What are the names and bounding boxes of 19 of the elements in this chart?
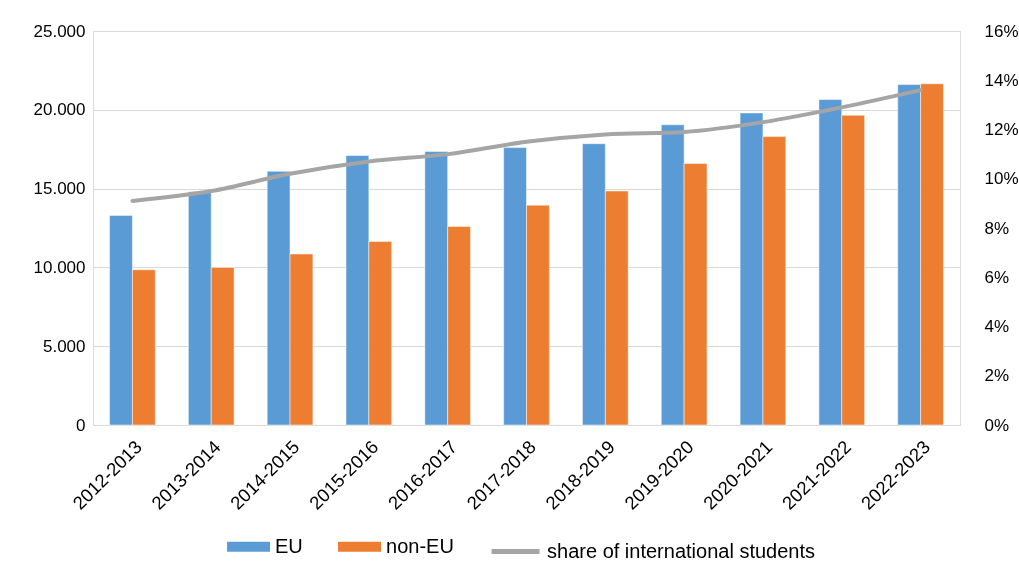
y2-tick-label: 10% xyxy=(984,169,1019,189)
y-tick-label: 0 xyxy=(76,415,86,435)
legend-label: share of international students xyxy=(547,539,815,562)
y-tick-label: 10.000 xyxy=(33,257,86,277)
y-tick-label: 20.000 xyxy=(33,100,86,120)
y2-tick-label: 2% xyxy=(984,366,1010,386)
y2-tick-label: 12% xyxy=(984,120,1019,139)
legend-label: non-EU xyxy=(386,534,454,557)
y2-tick-label: 6% xyxy=(984,267,1010,287)
y-tick-label: 25.000 xyxy=(33,21,86,41)
y2-tick-label: 16% xyxy=(984,21,1019,41)
y-tick-label: 5.000 xyxy=(42,336,86,356)
legend-label: EU xyxy=(275,534,303,557)
y-tick-label: 15.000 xyxy=(33,179,86,199)
y2-tick-label: 8% xyxy=(984,218,1010,238)
y2-tick-label: 14% xyxy=(984,70,1019,90)
y2-tick-label: 4% xyxy=(984,317,1010,336)
line-series xyxy=(130,88,923,203)
y2-tick-label: 0% xyxy=(984,415,1010,435)
